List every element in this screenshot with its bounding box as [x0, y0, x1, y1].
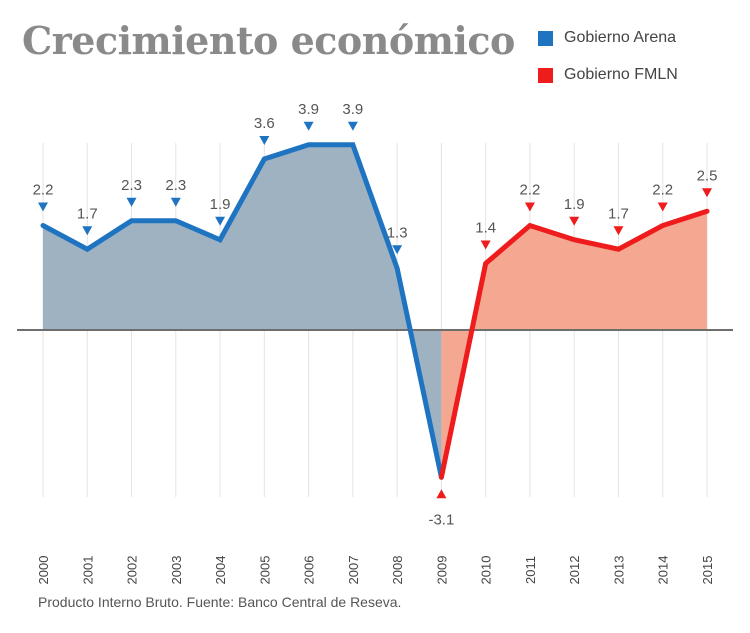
- x-tick-label-2015: 2015: [700, 556, 715, 585]
- data-label-2007: 3.9: [342, 101, 363, 118]
- value-marker-2006: [303, 121, 314, 131]
- data-label-2002: 2.3: [121, 177, 142, 194]
- area-fills: [43, 144, 707, 478]
- data-label-2003: 2.3: [165, 177, 186, 194]
- value-marker-2009: [436, 489, 447, 499]
- data-label-2000: 2.2: [33, 182, 54, 199]
- series-line-0: [40, 142, 444, 480]
- source-note: Producto Interno Bruto. Fuente: Banco Ce…: [38, 594, 402, 610]
- x-tick-label-2001: 2001: [80, 556, 95, 585]
- legend-label-fmln: Gobierno FMLN: [564, 66, 678, 83]
- data-label-2013: 1.7: [608, 205, 629, 222]
- x-tick-label-2009: 2009: [434, 556, 449, 585]
- value-marker-2011: [524, 202, 535, 212]
- data-label-2012: 1.9: [564, 196, 585, 213]
- value-marker-2002: [126, 197, 137, 207]
- data-label-2001: 1.7: [77, 205, 98, 222]
- value-marker-2008: [392, 245, 403, 255]
- x-tick-label-2007: 2007: [346, 556, 361, 585]
- value-marker-2007: [347, 121, 358, 131]
- data-label-2008: 1.3: [387, 224, 408, 241]
- legend-label-arena: Gobierno Arena: [564, 29, 677, 46]
- x-tick-label-2002: 2002: [125, 556, 140, 585]
- value-marker-2005: [259, 136, 270, 145]
- series-lines: [40, 142, 710, 480]
- x-tick-label-2004: 2004: [213, 556, 228, 585]
- data-label-2006: 3.9: [298, 101, 319, 118]
- chart-title: Crecimiento económico: [22, 18, 515, 63]
- x-tick-label-2010: 2010: [479, 556, 494, 585]
- data-label-2005: 3.6: [254, 115, 275, 132]
- value-marker-2001: [82, 226, 93, 236]
- x-tick-label-2000: 2000: [36, 556, 51, 585]
- data-label-2009: -3.1: [428, 511, 454, 528]
- legend-item-arena: Gobierno Arena: [538, 28, 678, 48]
- chart-legend: Gobierno Arena Gobierno FMLN: [538, 28, 678, 102]
- x-tick-label-2013: 2013: [611, 556, 626, 585]
- data-label-2004: 1.9: [210, 196, 231, 213]
- value-marker-2010: [480, 240, 491, 250]
- x-tick-label-2006: 2006: [302, 556, 317, 585]
- area-fill-series-0: [43, 144, 442, 478]
- value-marker-2000: [38, 202, 48, 212]
- data-label-2015: 2.5: [697, 167, 718, 184]
- data-labels: 2.2 1.7 2.3 2.3 1.9 3.6 3.9 3.9 1.3 -3.1 1.4 2.2 1.9…: [33, 101, 718, 529]
- value-marker-2014: [657, 202, 668, 212]
- value-marker-2015: [702, 188, 712, 198]
- legend-swatch-fmln: [538, 67, 553, 83]
- value-marker-2013: [613, 226, 624, 236]
- x-tick-labels: 2000 2001 2002 2003 2004 2005 2006 2007 2008 2009…: [36, 556, 715, 585]
- area-fill-series-1: [441, 211, 707, 478]
- legend-swatch-arena: [538, 30, 553, 46]
- x-tick-label-2003: 2003: [169, 556, 184, 585]
- value-markers: [38, 121, 712, 499]
- value-marker-2004: [215, 216, 226, 226]
- x-tick-label-2011: 2011: [523, 556, 538, 584]
- value-marker-2003: [170, 197, 181, 207]
- x-tick-label-2008: 2008: [390, 556, 405, 585]
- data-label-2014: 2.2: [652, 182, 673, 199]
- x-tick-label-2012: 2012: [567, 556, 582, 585]
- data-label-2010: 1.4: [475, 220, 496, 237]
- x-tick-label-2014: 2014: [656, 556, 671, 585]
- data-label-2011: 2.2: [520, 182, 541, 199]
- x-tick-label-2005: 2005: [257, 556, 272, 585]
- legend-item-fmln: Gobierno FMLN: [538, 65, 678, 85]
- series-line-1: [438, 208, 710, 480]
- value-marker-2012: [569, 216, 580, 226]
